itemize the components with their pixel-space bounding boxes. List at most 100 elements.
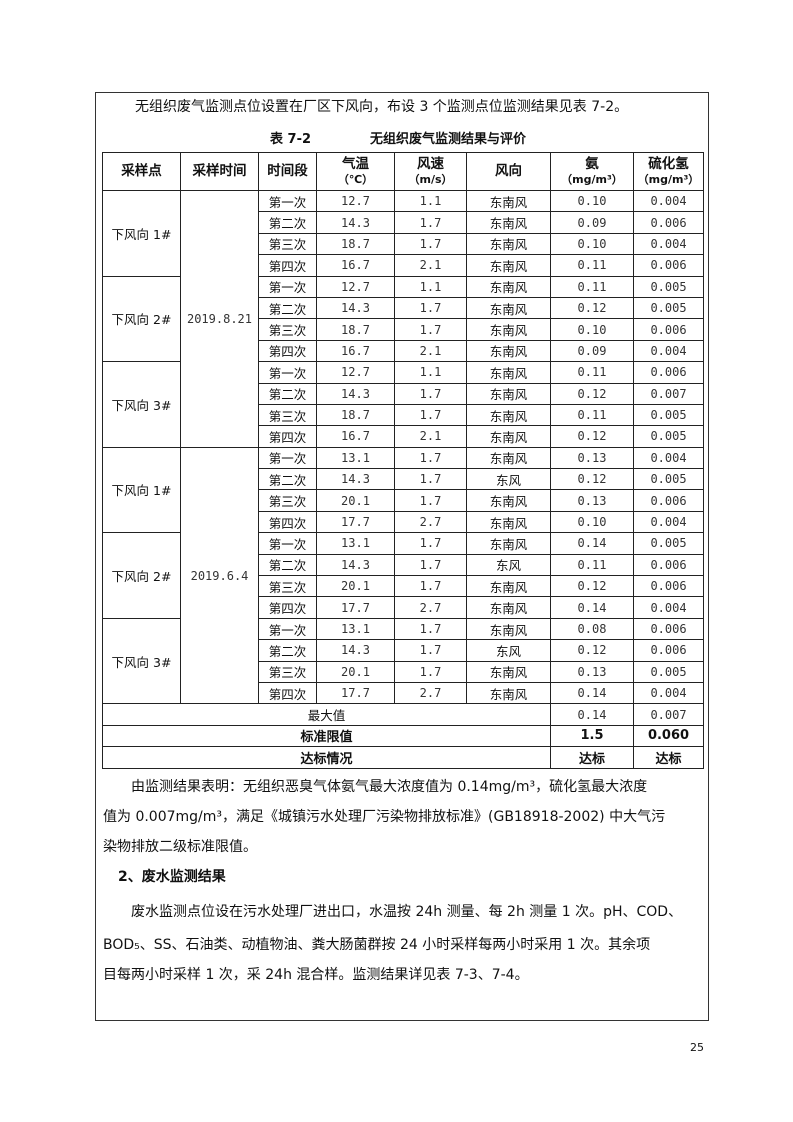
wind-speed: 1.7 [394,639,467,662]
intro-paragraph: 无组织废气监测点位设置在厂区下风向，布设 3 个监测点位监测结果见表 7-2。 [135,99,629,115]
wind-direction: 东南风 [466,425,551,448]
summary-label: 达标情况 [102,746,551,769]
time-period: 第三次 [258,489,317,512]
temperature: 17.7 [316,510,395,534]
temperature: 20.1 [316,575,395,598]
ammonia: 0.10 [550,189,634,213]
wind-direction: 东南风 [466,382,551,405]
time-period: 第一次 [258,532,317,555]
table-row: 第四次 17.7 2.7 东南风 0.14 0.004 [103,681,704,705]
hydrogen-sulfide: 0.005 [633,296,704,320]
header-label: 采样点 [121,163,162,179]
wind-speed: 2.1 [394,254,467,277]
temperature: 14.3 [316,468,395,491]
wind-direction: 东南风 [466,254,551,277]
summary-ammonia: 1.5 [550,724,634,748]
sampling-point: 下风向 3# [102,361,181,448]
wind-speed: 1.7 [394,575,467,598]
temperature: 18.7 [316,318,395,341]
time-period: 第一次 [258,446,317,470]
column-header: 时间段 [258,152,317,191]
wind-direction: 东南风 [466,296,551,320]
summary-ammonia: 达标 [550,746,634,769]
time-period: 第三次 [258,318,317,341]
time-period: 第四次 [258,425,317,448]
monitoring-table: 采样点 采样时间 时间段 气温 （℃） 风速 （m/s） 风向氨（mg/m³） 硫化氢 （mg/m… [102,152,704,769]
table-row: 第三次 20.1 1.7 东南风 0.13 0.005 [103,660,704,683]
wind-speed: 1.7 [394,446,467,470]
table-row: 下风向 1# 2019.8.21 第一次 12.7 1.1 东南风 0.10 0.004 [102,189,704,448]
column-header: 采样时间 [180,152,259,191]
header-label: 时间段 [267,163,308,179]
time-period: 第一次 [258,189,317,213]
time-period: 第二次 [258,296,317,320]
temperature: 14.3 [316,639,395,662]
wind-speed: 2.1 [394,339,467,363]
header-label: 硫化氢 [648,155,689,172]
time-period: 第四次 [258,681,317,705]
table-row: 第四次 16.7 2.1 东南风 0.09 0.004 [103,339,704,363]
summary-label: 标准限值 [102,724,551,748]
temperature: 12.7 [316,189,395,213]
ammonia: 0.11 [550,553,634,577]
wind-speed: 1.7 [394,468,467,491]
wind-direction: 东南风 [466,510,551,534]
wind-direction: 东南风 [466,617,551,641]
temperature: 16.7 [316,254,395,277]
hydrogen-sulfide: 0.005 [633,403,704,427]
wind-speed: 1.1 [394,275,467,298]
wind-direction: 东南风 [466,660,551,683]
header-unit: （mg/m³） [637,172,700,186]
wind-speed: 1.7 [394,553,467,577]
sampling-point: 下风向 1# [102,190,181,277]
wind-speed: 1.7 [394,617,467,641]
ammonia: 0.13 [550,489,634,512]
header-label: 气温 [342,155,369,172]
temperature: 14.3 [316,211,395,234]
wind-direction: 东南风 [466,489,551,512]
ammonia: 0.09 [550,211,634,234]
table-row: 第四次 17.7 2.7 东南风 0.14 0.004 [103,596,704,619]
temperature: 14.3 [316,296,395,320]
ammonia: 0.10 [550,510,634,534]
wind-direction: 东风 [466,553,551,577]
column-header: 气温 （℃） [316,152,395,191]
time-period: 第三次 [258,660,317,683]
wind-speed: 1.7 [394,232,467,256]
wind-speed: 1.1 [394,361,467,384]
time-period: 第二次 [258,211,317,234]
time-period: 第四次 [258,339,317,363]
hydrogen-sulfide: 0.004 [633,446,704,470]
hydrogen-sulfide: 0.004 [633,596,704,619]
header-label: 风速 [417,155,444,172]
wind-direction: 东南风 [466,189,551,213]
conclusion-line-3: 染物排放二级标准限值。 [103,839,257,855]
hydrogen-sulfide: 0.006 [633,361,704,384]
wind-direction: 东南风 [466,403,551,427]
hydrogen-sulfide: 0.004 [633,232,704,256]
time-period: 第二次 [258,468,317,491]
temperature: 16.7 [316,339,395,363]
temperature: 20.1 [316,489,395,512]
ammonia: 0.12 [550,575,634,598]
conclusion-line-2: 值为 0.007mg/m³，满足《城镇污水处理厂污染物排放标准》(GB18918… [103,809,666,825]
summary-ammonia: 0.14 [550,703,634,726]
time-period: 第三次 [258,403,317,427]
summary-label: 最大值 [102,703,551,726]
time-period: 第一次 [258,275,317,298]
hydrogen-sulfide: 0.004 [633,681,704,705]
ammonia: 0.10 [550,318,634,341]
wind-direction: 东南风 [466,596,551,619]
header-label: 氨 [585,155,599,172]
time-period: 第四次 [258,510,317,534]
summary-hydrogen-sulfide: 0.060 [633,724,704,748]
time-period: 第二次 [258,553,317,577]
temperature: 18.7 [316,232,395,256]
wind-speed: 1.7 [394,382,467,405]
column-header: 采样点 [102,152,181,191]
time-period: 第二次 [258,639,317,662]
wind-speed: 1.7 [394,532,467,555]
table-row: 第三次 18.7 1.7 东南风 0.10 0.006 [103,318,704,341]
header-label: 风向 [495,163,522,179]
ammonia: 0.10 [550,232,634,256]
